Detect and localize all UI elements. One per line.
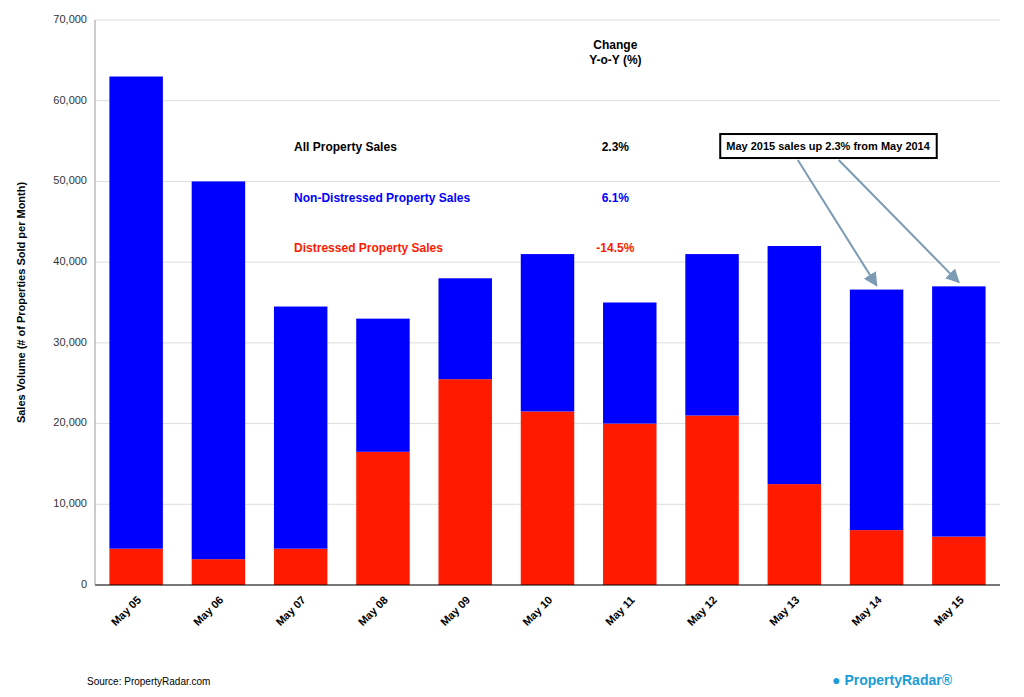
x-axis-line <box>95 585 1000 586</box>
bar <box>109 549 162 585</box>
annotation-box <box>720 134 936 158</box>
bars <box>109 77 985 586</box>
legend-header-line: Y-o-Y (%) <box>589 53 641 67</box>
legend-header: ChangeY-o-Y (%) <box>589 38 641 67</box>
legend-value: -14.5% <box>596 241 634 255</box>
x-tick-label: May 15 <box>931 594 965 628</box>
logo-text: ● PropertyRadar® <box>832 672 953 688</box>
x-tick-label: May 06 <box>191 594 225 628</box>
bar <box>603 303 656 424</box>
y-tick-label: 60,000 <box>53 94 87 106</box>
y-tick-label: 30,000 <box>53 336 87 348</box>
bar <box>192 181 245 559</box>
legend-value: 2.3% <box>602 140 630 154</box>
grid-line <box>95 20 1000 21</box>
bar <box>438 379 491 585</box>
bar <box>192 559 245 585</box>
x-ticks: May 05 May 06 May 07 May 08 May 09 May 10 May … <box>109 593 966 628</box>
bar <box>274 549 327 585</box>
y-ticks: 0 10,000 20,000 30,000 40,000 50,000 60,000 70,… <box>53 13 87 590</box>
x-tick-label: May 13 <box>767 594 801 628</box>
annotation-arrow <box>839 160 959 282</box>
x-tick-label: May 08 <box>356 594 390 628</box>
annotation-text: May 2015 sales up 2.3% from May 2014 <box>726 140 930 152</box>
x-tick-label: May 09 <box>438 594 472 628</box>
y-tick-label: 10,000 <box>53 497 87 509</box>
source-text: Source: PropertyRadar.com <box>87 676 210 687</box>
legend-header-line: Change <box>593 38 637 52</box>
bar <box>685 254 738 415</box>
x-tick-label: May 14 <box>849 593 884 628</box>
x-tick-label: May 07 <box>273 594 307 628</box>
legend-label: Non-Distressed Property Sales <box>294 191 470 205</box>
bar <box>521 411 574 585</box>
y-tick-label: 70,000 <box>53 13 87 25</box>
bar <box>356 452 409 585</box>
legend-value: 6.1% <box>602 191 630 205</box>
grid-line <box>95 585 1000 586</box>
bar <box>274 307 327 549</box>
bar <box>603 424 656 585</box>
bar <box>932 537 985 585</box>
x-tick-label: May 05 <box>109 594 143 628</box>
bar <box>850 530 903 585</box>
y-axis-line <box>95 20 96 585</box>
x-tick-label: May 10 <box>520 594 554 628</box>
bar <box>932 286 985 536</box>
bar <box>768 246 821 484</box>
grid <box>95 20 1000 585</box>
x-tick-label: May 12 <box>685 594 719 628</box>
legend-label: Distressed Property Sales <box>294 241 443 255</box>
legend: ChangeY-o-Y (%) All Property Sales 2.3% Non… <box>294 38 642 255</box>
bar <box>438 278 491 379</box>
x-tick-label: May 11 <box>603 594 637 628</box>
annotation-arrow <box>798 160 877 286</box>
y-tick-label: 40,000 <box>53 255 87 267</box>
bar <box>356 319 409 452</box>
grid-line <box>95 100 1000 101</box>
chart: 0 10,000 20,000 30,000 40,000 50,000 60,000 70,… <box>0 0 1024 697</box>
y-tick-label: 20,000 <box>53 416 87 428</box>
bar <box>685 416 738 586</box>
y-tick-label: 50,000 <box>53 174 87 186</box>
annotation: May 2015 sales up 2.3% from May 2014 <box>720 134 959 286</box>
bar <box>768 484 821 585</box>
y-axis-label: Sales Volume (# of Properties Sold per M… <box>15 182 27 424</box>
bar <box>850 290 903 531</box>
legend-label: All Property Sales <box>294 140 397 154</box>
y-tick-label: 0 <box>81 578 87 590</box>
bar <box>109 77 162 549</box>
bar <box>521 254 574 411</box>
